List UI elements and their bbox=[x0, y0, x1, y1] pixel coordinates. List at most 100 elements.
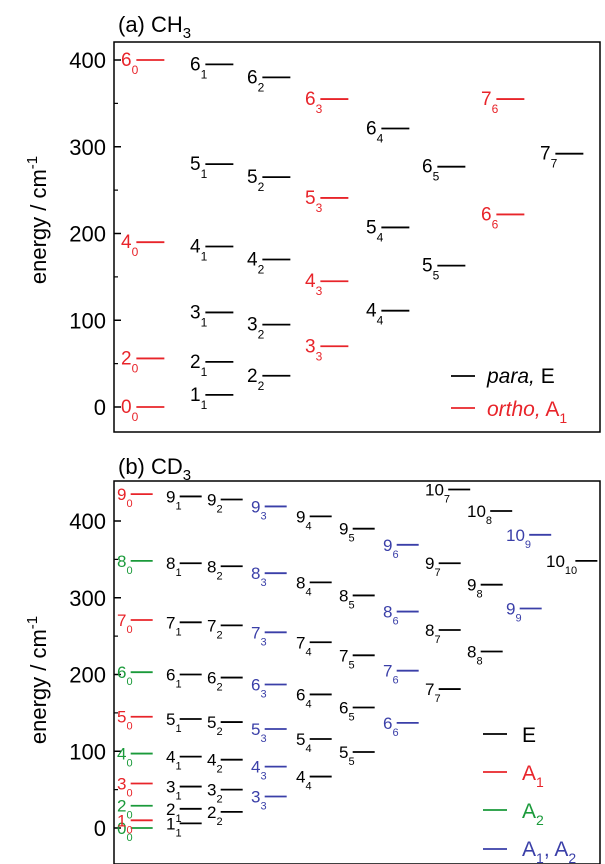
level-5-2: 52 bbox=[247, 167, 291, 194]
level-label: 64 bbox=[296, 685, 312, 710]
level-5-4: 54 bbox=[296, 730, 332, 755]
level-label: 43 bbox=[305, 271, 323, 298]
level-label: 107 bbox=[425, 481, 450, 506]
level-label: 41 bbox=[166, 748, 182, 773]
y-tick-label: 100 bbox=[69, 308, 106, 333]
level-label: 83 bbox=[251, 564, 267, 589]
level-label: 108 bbox=[467, 502, 492, 527]
y-tick-label: 300 bbox=[69, 135, 106, 160]
level-5-3: 53 bbox=[305, 188, 349, 215]
level-4-0: 40 bbox=[117, 745, 153, 770]
level-2-2: 22 bbox=[207, 803, 243, 828]
level-9-1: 91 bbox=[166, 487, 202, 512]
level-6-1: 61 bbox=[190, 54, 234, 81]
level-label: 51 bbox=[166, 710, 182, 735]
level-label: 62 bbox=[207, 669, 223, 694]
level-8-5: 85 bbox=[339, 586, 375, 611]
level-3-0: 30 bbox=[117, 774, 153, 799]
level-3-3: 33 bbox=[251, 788, 287, 813]
level-label: 77 bbox=[425, 680, 441, 705]
level-label: 84 bbox=[296, 573, 312, 598]
level-9-0: 90 bbox=[117, 485, 153, 510]
y-tick-label: 0 bbox=[94, 816, 106, 841]
level-10-9: 109 bbox=[506, 526, 552, 551]
level-4-2: 42 bbox=[247, 250, 291, 277]
level-8-2: 82 bbox=[207, 557, 243, 582]
level-7-5: 75 bbox=[339, 646, 375, 671]
legend-label: ortho, A1 bbox=[487, 398, 567, 426]
level-label: 55 bbox=[339, 743, 355, 768]
level-1-1: 11 bbox=[190, 385, 234, 412]
level-3-1: 31 bbox=[166, 778, 202, 803]
level-label: 64 bbox=[366, 119, 384, 146]
level-10-7: 107 bbox=[425, 481, 471, 506]
level-label: 21 bbox=[190, 352, 208, 379]
legend-label: E bbox=[522, 724, 536, 747]
level-1-0: 10 bbox=[117, 811, 153, 836]
level-label: 54 bbox=[366, 217, 384, 244]
level-label: 98 bbox=[467, 576, 483, 601]
level-7-2: 72 bbox=[207, 616, 243, 641]
level-7-7: 77 bbox=[540, 144, 584, 171]
level-label: 50 bbox=[117, 708, 133, 733]
level-label: 61 bbox=[166, 666, 182, 691]
level-label: 43 bbox=[251, 758, 267, 783]
level-label: 52 bbox=[247, 167, 265, 194]
level-6-3: 63 bbox=[251, 675, 287, 700]
level-4-1: 41 bbox=[166, 748, 202, 773]
level-7-6: 76 bbox=[481, 89, 525, 116]
level-label: 76 bbox=[481, 89, 499, 116]
level-7-3: 73 bbox=[251, 623, 287, 648]
level-6-3: 63 bbox=[305, 89, 349, 116]
level-2-0: 20 bbox=[117, 797, 153, 822]
level-8-6: 86 bbox=[383, 603, 419, 628]
panel-title: (b) CD3 bbox=[118, 454, 191, 484]
level-8-8: 88 bbox=[467, 642, 503, 667]
level-4-2: 42 bbox=[207, 751, 243, 776]
level-5-5: 55 bbox=[339, 743, 375, 768]
level-9-6: 96 bbox=[383, 536, 419, 561]
level-8-1: 81 bbox=[166, 554, 202, 579]
y-tick-label: 400 bbox=[69, 509, 106, 534]
level-label: 65 bbox=[339, 699, 355, 724]
level-5-1: 51 bbox=[166, 710, 202, 735]
level-2-2: 22 bbox=[247, 366, 291, 393]
level-label: 44 bbox=[366, 301, 384, 328]
level-label: 41 bbox=[190, 237, 208, 264]
level-label: 40 bbox=[117, 745, 133, 770]
legend-label: A1 bbox=[522, 762, 544, 790]
level-6-4: 64 bbox=[366, 119, 410, 146]
level-label: 95 bbox=[339, 520, 355, 545]
y-axis-label: energy / cm-1 bbox=[24, 156, 51, 284]
level-9-9: 99 bbox=[506, 599, 542, 624]
level-label: 53 bbox=[251, 720, 267, 745]
level-4-4: 44 bbox=[366, 301, 410, 328]
level-3-1: 31 bbox=[190, 302, 234, 329]
level-8-4: 84 bbox=[296, 573, 332, 598]
level-0-0: 00 bbox=[121, 397, 165, 424]
level-label: 61 bbox=[190, 54, 208, 81]
y-tick-label: 0 bbox=[94, 395, 106, 420]
level-8-0: 80 bbox=[117, 552, 153, 577]
level-label: 52 bbox=[207, 713, 223, 738]
level-4-3: 43 bbox=[305, 271, 349, 298]
level-label: 51 bbox=[190, 154, 208, 181]
level-label: 40 bbox=[121, 232, 139, 259]
panel-title: (a) CH3 bbox=[118, 12, 191, 42]
level-label: 31 bbox=[190, 302, 208, 329]
level-4-0: 40 bbox=[121, 232, 165, 259]
level-label: 31 bbox=[166, 778, 182, 803]
level-5-0: 50 bbox=[117, 708, 153, 733]
level-label: 70 bbox=[117, 611, 133, 636]
level-label: 53 bbox=[305, 188, 323, 215]
y-axis-label: energy / cm-1 bbox=[24, 616, 51, 744]
level-7-1: 71 bbox=[166, 613, 202, 638]
level-label: 55 bbox=[422, 256, 440, 283]
level-label: 72 bbox=[207, 616, 223, 641]
level-6-6: 66 bbox=[383, 714, 419, 739]
level-label: 62 bbox=[247, 67, 265, 94]
level-8-7: 87 bbox=[425, 621, 461, 646]
level-label: 22 bbox=[247, 366, 265, 393]
level-9-8: 98 bbox=[467, 576, 503, 601]
